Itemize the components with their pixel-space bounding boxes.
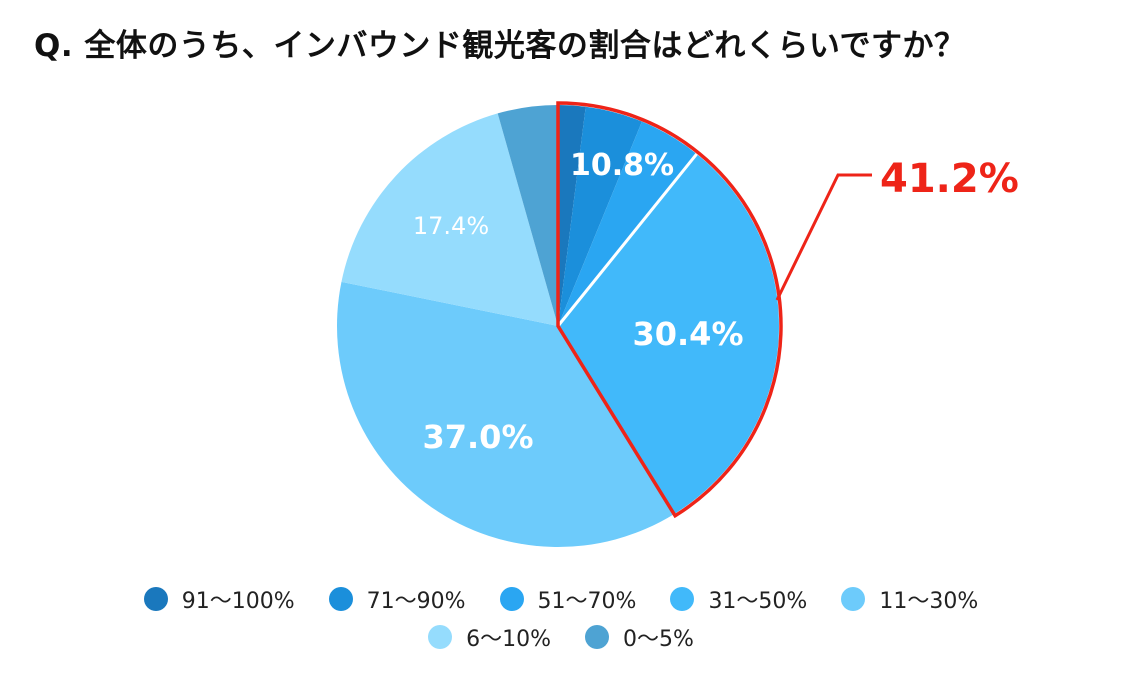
pie-slice-91〜100% <box>558 104 586 326</box>
legend-swatch <box>499 587 524 611</box>
legend-label: 0〜5% <box>623 627 694 652</box>
legend-label: 11〜30% <box>879 589 979 614</box>
data-label: 17.4% <box>413 212 489 240</box>
chart-title: Q. 全体のうち、インバウンド観光客の割合はどれくらいですか？ <box>34 28 966 64</box>
pie-chart: 41.2% 10.8% 30.4% 37.0% 17.4% <box>336 101 1019 547</box>
highlight-label: 41.2% <box>880 156 1019 202</box>
legend-swatch <box>143 587 168 611</box>
legend-item: 71〜90% <box>328 583 466 615</box>
highlight-outline <box>556 101 783 519</box>
legend-swatch <box>328 587 353 611</box>
data-label: 30.4% <box>632 315 743 353</box>
data-label: 10.8% <box>570 148 674 183</box>
pie-slice-71〜90% <box>558 106 642 327</box>
legend-item: 0〜5% <box>585 621 694 653</box>
legend-label: 71〜90% <box>366 589 466 614</box>
legend-item: 31〜50% <box>670 583 807 615</box>
legend: 91〜100% 71〜90% 51〜70% 31〜50% 11〜30% 6〜10% 0〜5… <box>0 580 1122 656</box>
legend-item: 51〜70% <box>499 583 637 615</box>
slice-separator <box>556 153 698 327</box>
legend-item: 11〜30% <box>841 583 978 615</box>
pie-slice-51〜70% <box>558 121 697 326</box>
pie-slice-31〜50% <box>558 153 779 515</box>
legend-label: 31〜50% <box>708 589 808 614</box>
legend-item: 91〜100% <box>143 583 295 615</box>
pie-slice-6〜10% <box>341 113 558 326</box>
legend-row: 91〜100% 71〜90% 51〜70% 31〜50% 11〜30% <box>0 580 1122 618</box>
legend-swatch <box>670 587 695 611</box>
legend-item: 6〜10% <box>428 621 551 653</box>
legend-swatch <box>585 625 609 649</box>
pie-slice-0〜5% <box>497 105 558 326</box>
legend-label: 51〜70% <box>537 589 637 614</box>
legend-label: 6〜10% <box>466 627 551 652</box>
data-label: 37.0% <box>422 418 533 456</box>
pie-slice-11〜30% <box>336 281 675 547</box>
legend-row: 6〜10% 0〜5% <box>0 618 1122 656</box>
legend-label: 91〜100% <box>181 589 295 614</box>
highlight-leader-line <box>775 173 872 301</box>
legend-swatch <box>841 587 866 611</box>
legend-swatch <box>428 625 453 649</box>
